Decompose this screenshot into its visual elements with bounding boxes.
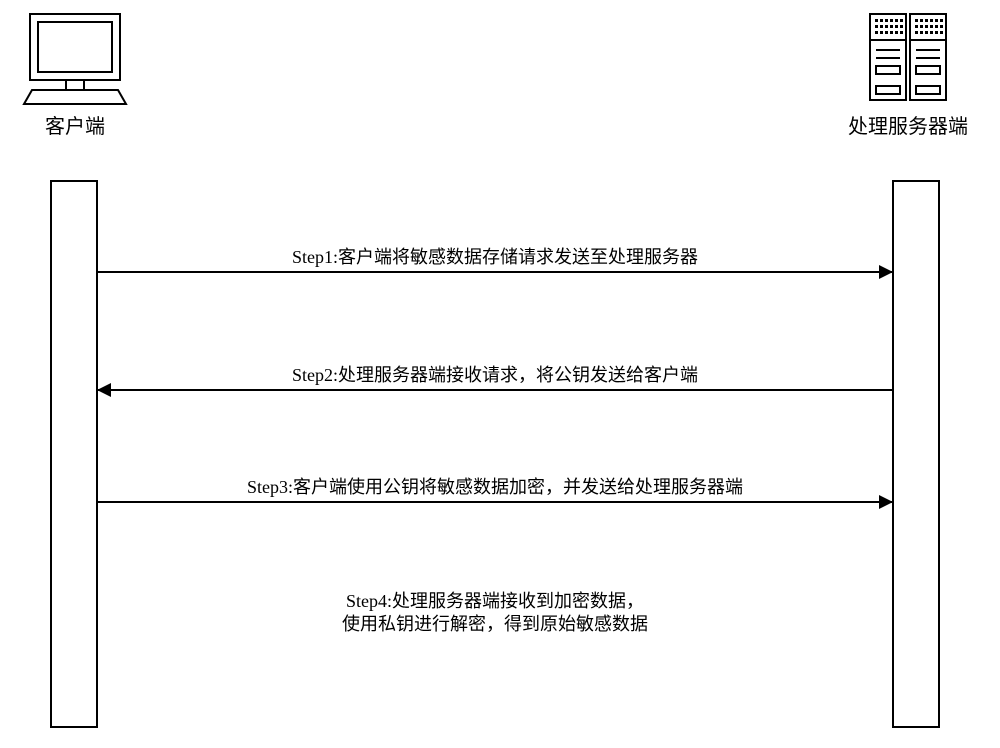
server-icon	[860, 10, 956, 106]
message-label: Step4:处理服务器端接收到加密数据， 使用私钥进行解密，得到原始敏感数据	[342, 590, 648, 637]
computer-icon	[22, 10, 128, 106]
arrow-left-icon	[97, 383, 111, 397]
message-step3: Step3:客户端使用公钥将敏感数据加密，并发送给处理服务器端	[98, 476, 892, 503]
client-lifeline	[50, 180, 98, 728]
arrow-right-icon	[879, 265, 893, 279]
server-label: 处理服务器端	[848, 110, 968, 139]
server-lifeline	[892, 180, 940, 728]
message-label: Step3:客户端使用公钥将敏感数据加密，并发送给处理服务器端	[247, 476, 743, 499]
client-label: 客户端	[45, 110, 105, 139]
server-actor: 处理服务器端	[848, 10, 968, 139]
message-step1: Step1:客户端将敏感数据存储请求发送至处理服务器	[98, 246, 892, 273]
message-label: Step1:客户端将敏感数据存储请求发送至处理服务器	[292, 246, 698, 269]
message-step4: Step4:处理服务器端接收到加密数据， 使用私钥进行解密，得到原始敏感数据	[98, 590, 892, 639]
client-actor: 客户端	[22, 10, 128, 139]
message-label: Step2:处理服务器端接收请求，将公钥发送给客户端	[292, 364, 698, 387]
arrow-right-icon	[879, 495, 893, 509]
message-step2: Step2:处理服务器端接收请求，将公钥发送给客户端	[98, 364, 892, 391]
